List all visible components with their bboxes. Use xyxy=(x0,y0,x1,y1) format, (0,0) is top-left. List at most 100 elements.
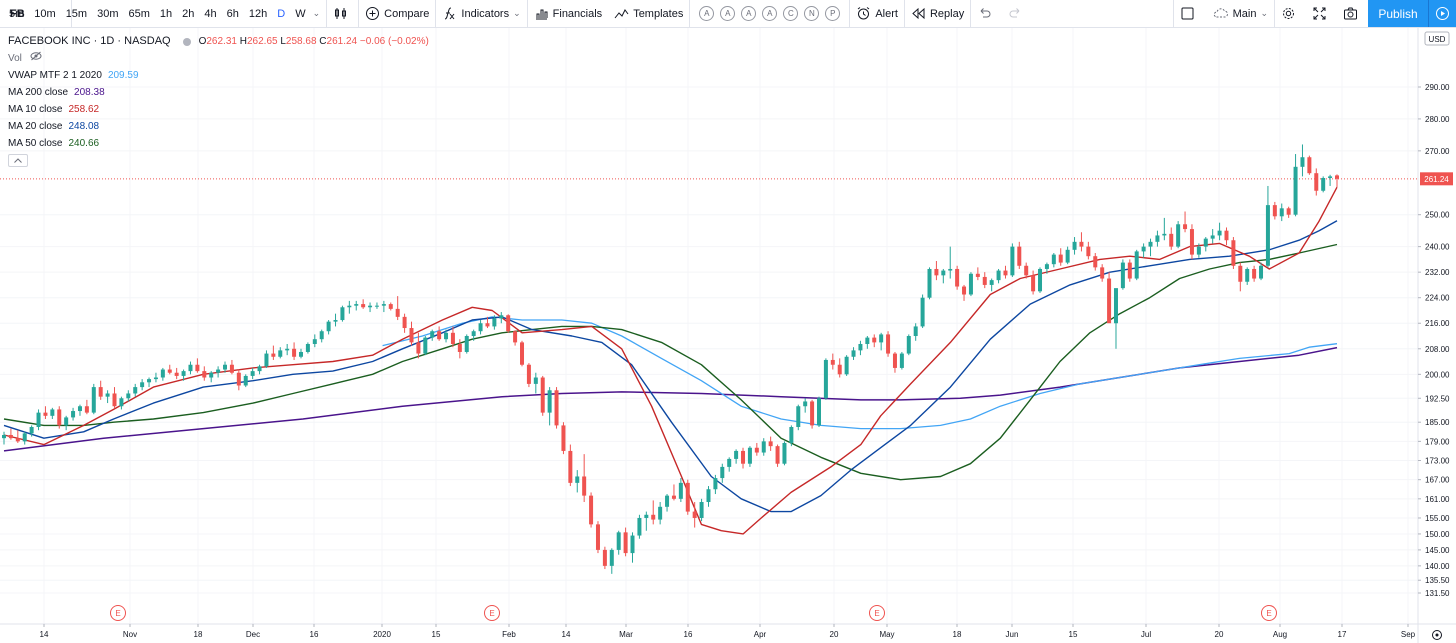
candle xyxy=(1300,144,1305,177)
indicators-button[interactable]: Indicators ⌄ xyxy=(436,0,528,28)
candle xyxy=(568,444,573,487)
candle-body-up xyxy=(637,517,642,536)
compare-button[interactable]: Compare xyxy=(359,0,437,28)
interval-chevron-down-icon[interactable]: ⌄ xyxy=(312,8,321,18)
earnings-marker[interactable]: E xyxy=(110,605,126,621)
vwap-line[interactable] xyxy=(382,316,1338,430)
fullscreen-button[interactable] xyxy=(1306,0,1337,28)
currency-badge[interactable]: USD xyxy=(1424,31,1450,46)
event-filter-c-4[interactable]: C xyxy=(783,6,799,21)
redo-button[interactable] xyxy=(1002,0,1033,28)
candle xyxy=(1265,185,1270,268)
interval-1h[interactable]: 1h xyxy=(159,7,173,20)
symbol-title[interactable]: FACEBOOK INC · 1D · NASDAQ xyxy=(8,35,171,47)
candle xyxy=(236,369,241,391)
snapshot-button[interactable] xyxy=(1337,0,1368,28)
earnings-marker[interactable]: E xyxy=(869,605,885,621)
candle xyxy=(2,431,6,445)
interval-10m[interactable]: 10m xyxy=(34,7,56,20)
candle xyxy=(796,404,801,431)
time-axis[interactable]: 14 Nov 18 Dec 16 2020 15 Feb 14 Mar 16 Apr 20 May 18 Ju… xyxy=(40,624,1416,639)
expand-icon xyxy=(1313,7,1326,20)
alert-button[interactable]: Alert xyxy=(850,0,905,28)
legend-indicator-row[interactable]: MA 10 close 258.62 xyxy=(8,101,429,118)
low-value: 258.68 xyxy=(285,36,317,47)
interval-6h[interactable]: 6h xyxy=(226,7,239,20)
interval-30m[interactable]: 30m xyxy=(97,7,119,20)
legend-collapse-button[interactable] xyxy=(8,154,28,167)
replay-button[interactable]: Replay xyxy=(905,0,972,28)
chart-type-button[interactable] xyxy=(327,0,360,28)
ma10-line[interactable] xyxy=(3,186,1338,535)
candle xyxy=(761,438,766,456)
candle xyxy=(126,390,131,402)
event-filter-a-3[interactable]: A xyxy=(762,6,778,21)
legend-indicator-row[interactable]: MA 50 close 240.66 xyxy=(8,135,429,152)
chevron-down-icon[interactable]: ⌄ xyxy=(513,8,521,18)
candle xyxy=(602,546,607,570)
event-filter-a-1[interactable]: A xyxy=(720,6,736,21)
candle xyxy=(1328,174,1333,186)
publish-button[interactable]: Publish xyxy=(1368,0,1428,27)
candle-body-down xyxy=(651,514,656,520)
interval-65m[interactable]: 65m xyxy=(128,7,150,20)
candle-body-down xyxy=(962,286,967,295)
publish-play-button[interactable] xyxy=(1428,0,1456,27)
templates-button[interactable]: Templates xyxy=(608,0,691,28)
candle xyxy=(858,340,863,356)
interval-w[interactable]: W xyxy=(295,7,306,20)
event-filter-a-0[interactable]: A xyxy=(699,6,715,21)
event-filter-a-2[interactable]: A xyxy=(741,6,757,21)
event-filter-n-5[interactable]: N xyxy=(804,6,820,21)
interval-d[interactable]: D xyxy=(277,7,286,20)
interval-2h[interactable]: 2h xyxy=(182,7,195,20)
candle-body-up xyxy=(575,476,580,483)
eye-hidden-icon[interactable] xyxy=(30,50,42,67)
candle-body-down xyxy=(671,495,676,499)
candle-body-down xyxy=(741,450,746,464)
interval-12h[interactable]: 12h xyxy=(248,7,268,20)
financials-button[interactable]: Financials xyxy=(528,0,609,28)
candle xyxy=(955,265,960,290)
candle-body-up xyxy=(1038,268,1043,292)
symbol-search-button[interactable]: FB xyxy=(0,0,72,28)
legend-indicator-row[interactable]: MA 200 close 208.38 xyxy=(8,84,429,101)
candle-body-down xyxy=(402,316,407,329)
candle-body-up xyxy=(1113,288,1118,324)
candle-body-up xyxy=(1044,264,1049,269)
earnings-marker[interactable]: E xyxy=(484,605,500,621)
candle xyxy=(823,358,828,400)
fullscreen-toggle-button[interactable] xyxy=(1172,0,1205,28)
undo-button[interactable] xyxy=(971,0,1002,28)
candle-body-up xyxy=(181,371,186,376)
ma50-line[interactable] xyxy=(3,243,1338,481)
indicator-value: 240.66 xyxy=(68,138,100,149)
legend-indicator-row[interactable]: MA 20 close 248.08 xyxy=(8,118,429,135)
time-tick-label: Nov xyxy=(123,630,137,639)
candle xyxy=(526,363,531,388)
candle-body-down xyxy=(395,308,400,317)
earnings-marker[interactable]: E xyxy=(1261,605,1277,621)
chart-settings-button[interactable] xyxy=(1432,630,1442,640)
candle xyxy=(112,387,117,408)
replay-label: Replay xyxy=(929,7,965,20)
legend-indicator-row[interactable]: VWAP MTF 2 1 2020 209.59 xyxy=(8,67,429,84)
candle-body-up xyxy=(1162,233,1167,236)
price-chart[interactable]: E E E E 290.00 280.00 270.00 250.00 240.00 232.0… xyxy=(0,28,1456,643)
time-tick-label: Apr xyxy=(754,630,767,639)
chevron-down-icon: ⌄ xyxy=(1260,8,1268,18)
candle-body-down xyxy=(1238,265,1243,282)
candle xyxy=(734,449,739,464)
candle xyxy=(692,502,697,528)
candle xyxy=(64,415,69,431)
interval-5m[interactable]: 5m xyxy=(9,7,25,20)
interval-4h[interactable]: 4h xyxy=(204,7,217,20)
candle xyxy=(561,422,566,455)
price-axis[interactable]: 290.00 280.00 270.00 250.00 240.00 232.00 224.… xyxy=(1418,83,1450,598)
event-filter-p-6[interactable]: P xyxy=(825,6,841,21)
low-label: L xyxy=(280,36,286,47)
candle-body-up xyxy=(36,412,41,427)
layout-menu-button[interactable]: Main ⌄ xyxy=(1205,0,1275,28)
settings-button[interactable] xyxy=(1275,0,1306,28)
candle xyxy=(402,313,407,333)
